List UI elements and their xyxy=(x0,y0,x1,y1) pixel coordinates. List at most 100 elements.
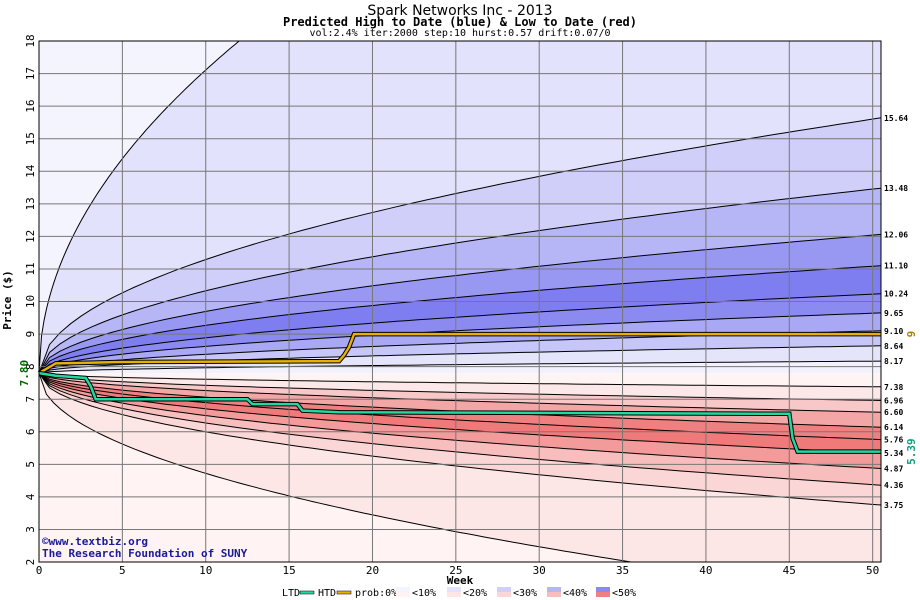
upper-band-end-label: 13.48 xyxy=(884,184,908,193)
y-tick-label: 10 xyxy=(24,295,37,308)
legend-bucket-label: <40% xyxy=(563,588,587,599)
upper-band-end-label: 10.24 xyxy=(884,290,908,299)
upper-band-end-label: 9.65 xyxy=(884,309,903,318)
ltd-end-label: 5.39 xyxy=(905,438,918,465)
upper-band-line xyxy=(38,360,882,374)
lower-band-end-label: 5.76 xyxy=(884,436,903,445)
x-tick-label: 25 xyxy=(449,564,462,577)
legend: LTD HTD prob:0% <10% <20% <30% <40% <50% xyxy=(282,587,636,599)
y-axis-label: Price ($) xyxy=(1,270,14,330)
lower-band-line xyxy=(38,372,882,469)
upper-band-end-label: 8.17 xyxy=(884,357,903,366)
y-tick-label: 6 xyxy=(24,428,37,435)
legend-swatch-red xyxy=(596,592,610,597)
upper-band-end-label: 11.10 xyxy=(884,262,908,271)
x-tick-label: 30 xyxy=(533,564,546,577)
upper-band-end-label: 8.64 xyxy=(884,342,903,351)
lower-band-end-label: 6.60 xyxy=(884,408,903,417)
lower-band-fill xyxy=(39,373,881,401)
upper-band-end-label: 15.64 xyxy=(884,114,908,123)
legend-bucket-label: <30% xyxy=(513,588,537,599)
upper-band-line xyxy=(38,293,882,374)
legend-bucket-label: <10% xyxy=(412,588,436,599)
lower-band-fill xyxy=(39,373,881,562)
start-price-label: 7.80 xyxy=(18,360,31,387)
legend-swatch-red xyxy=(396,592,410,597)
lower-band-fill xyxy=(39,373,881,387)
y-tick-label: 7 xyxy=(24,396,37,403)
y-tick-label: 5 xyxy=(24,461,37,468)
y-tick-label: 8 xyxy=(24,363,37,370)
lower-band-line xyxy=(38,372,882,454)
lower-band-end-label: 4.87 xyxy=(884,465,903,474)
y-tick-label: 12 xyxy=(24,230,37,243)
x-tick-label: 15 xyxy=(282,564,295,577)
lower-band-fill xyxy=(39,373,881,440)
credit-site: ©www.textbiz.org xyxy=(42,535,148,548)
legend-swatch-red xyxy=(497,592,511,597)
lower-band-end-label: 7.38 xyxy=(884,383,903,392)
lower-band-fill xyxy=(39,373,881,505)
y-tick-label: 18 xyxy=(24,34,37,47)
x-tick-label: 0 xyxy=(36,564,43,577)
lower-band-line xyxy=(38,372,882,413)
upper-band-end-label: 9.10 xyxy=(884,327,903,336)
upper-band-fill xyxy=(39,41,881,374)
lower-band-line xyxy=(38,372,882,401)
legend-swatch-blue xyxy=(447,587,461,592)
lower-band-line xyxy=(38,372,881,563)
ltd-line xyxy=(38,371,881,453)
upper-band-fill xyxy=(39,265,881,374)
lower-band-fill xyxy=(39,373,881,454)
lower-band-line xyxy=(38,372,882,388)
axes: 0 5 10 15 20 25 30 35 40 45 5023456789101112131415… xyxy=(1,34,882,587)
lower-band-end-label: 6.96 xyxy=(884,396,903,405)
y-tick-label: 2 xyxy=(24,559,37,566)
upper-band-fill xyxy=(39,330,881,374)
lower-band-fill xyxy=(39,373,881,562)
lower-band-fill xyxy=(39,373,881,486)
x-tick-label: 10 xyxy=(199,564,212,577)
lower-band-line xyxy=(38,372,882,486)
x-tick-label: 50 xyxy=(866,564,879,577)
lower-band-line xyxy=(38,372,882,506)
y-tick-label: 9 xyxy=(24,331,37,338)
chart-title: Spark Networks Inc - 2013 xyxy=(367,3,553,19)
legend-swatch-blue xyxy=(596,587,610,592)
y-tick-label: 15 xyxy=(24,132,37,145)
lower-band-end-label: 6.14 xyxy=(884,423,903,432)
x-tick-label: 5 xyxy=(119,564,126,577)
right-labels: 15.64 13.48 12.06 11.10 10.24 9.65 9.10 8.64 8.1… xyxy=(884,114,918,510)
x-tick-label: 20 xyxy=(366,564,379,577)
legend-ltd-swatch xyxy=(299,590,315,595)
y-tick-label: 11 xyxy=(24,262,37,275)
legend-bucket-label: <50% xyxy=(612,588,636,599)
y-tick-label: 16 xyxy=(24,100,37,113)
legend-prob-label: prob:0% xyxy=(355,588,397,599)
upper-band-end-label: 12.06 xyxy=(884,230,908,239)
y-tick-label: 13 xyxy=(24,197,37,210)
legend-swatch-blue xyxy=(547,587,561,592)
upper-band-line xyxy=(38,233,882,374)
legend-swatch-red xyxy=(547,592,561,597)
legend-ltd-label: LTD xyxy=(282,588,300,599)
upper-band-fill xyxy=(39,293,881,374)
y-tick-label: 14 xyxy=(24,164,37,178)
y-tick-label: 3 xyxy=(24,526,37,533)
htd-end-label: 9 xyxy=(905,331,918,338)
chart-params: vol:2.4% iter:2000 step:10 hurst:0.57 dr… xyxy=(309,28,611,39)
upper-band-fill xyxy=(39,117,881,374)
x-tick-label: 45 xyxy=(783,564,796,577)
upper-band-fill xyxy=(39,41,881,374)
legend-htd-label: HTD xyxy=(318,588,336,599)
lower-band-end-label: 3.75 xyxy=(884,501,903,510)
upper-band-line xyxy=(38,265,882,374)
x-tick-label: 35 xyxy=(616,564,629,577)
legend-bucket-label: <20% xyxy=(463,588,487,599)
plot-frame xyxy=(38,40,882,563)
y-tick-label: 17 xyxy=(24,67,37,80)
legend-swatch-red xyxy=(447,592,461,597)
legend-swatch-blue xyxy=(396,587,410,592)
lower-band-end-label: 4.36 xyxy=(884,481,903,490)
